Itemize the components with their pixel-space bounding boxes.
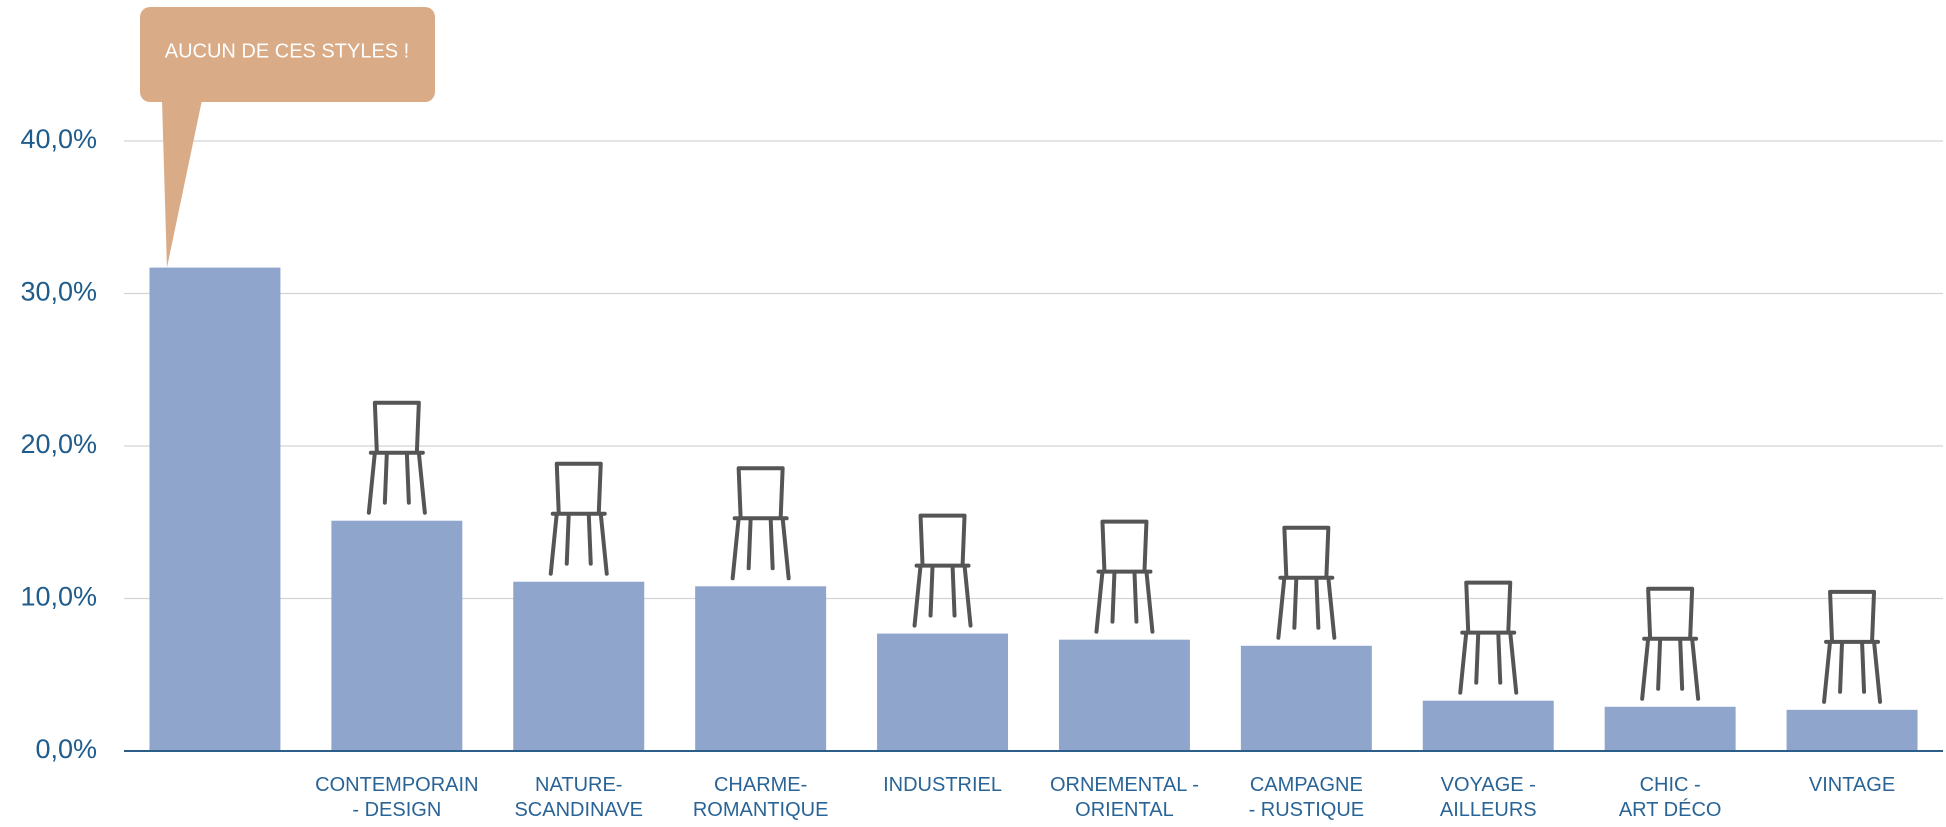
y-tick-label: 30,0% <box>20 277 97 307</box>
x-tick-label: CHIC - ART DÉCO <box>1618 774 1722 821</box>
y-tick-label: 10,0% <box>20 582 97 612</box>
chair-icon <box>548 461 609 576</box>
x-tick-label: VINTAGE <box>1808 774 1896 796</box>
bar <box>1786 709 1918 751</box>
bar <box>1604 706 1736 751</box>
x-tick-label: NATURE- SCANDINAVE <box>514 774 644 821</box>
x-tick-label: VOYAGE - AILLEURS <box>1439 774 1537 821</box>
x-tick-label: CHARME- ROMANTIQUE <box>692 774 829 821</box>
bar <box>1240 645 1372 751</box>
bar <box>1058 639 1190 751</box>
x-tick-label: CAMPAGNE - RUSTIQUE <box>1248 774 1365 821</box>
y-tick-label: 20,0% <box>20 429 97 459</box>
y-tick-label: 0,0% <box>35 734 97 764</box>
chair-icon <box>1094 519 1155 634</box>
bar <box>695 586 827 751</box>
x-tick-label: ORNEMENTAL - ORIENTAL <box>1049 774 1199 821</box>
x-tick-label: INDUSTRIEL <box>883 774 1002 796</box>
chair-icon <box>912 513 973 628</box>
y-tick-label: 40,0% <box>20 124 97 154</box>
chair-icon <box>1822 589 1883 704</box>
bar <box>877 633 1009 751</box>
chair-icon <box>366 400 427 515</box>
callout-box <box>140 7 435 102</box>
x-tick-label: CONTEMPORAIN - DESIGN <box>315 774 479 821</box>
annotation: AUCUN DE CES STYLES ! <box>165 40 410 62</box>
bar <box>149 267 281 751</box>
chair-icon <box>1458 580 1519 695</box>
bar <box>331 520 463 751</box>
callout-pointer <box>162 100 202 268</box>
chair-icon <box>1276 525 1337 640</box>
chair-icon <box>1640 586 1701 701</box>
chair-icon <box>730 466 791 581</box>
bar <box>1422 700 1554 751</box>
bar <box>513 581 645 751</box>
